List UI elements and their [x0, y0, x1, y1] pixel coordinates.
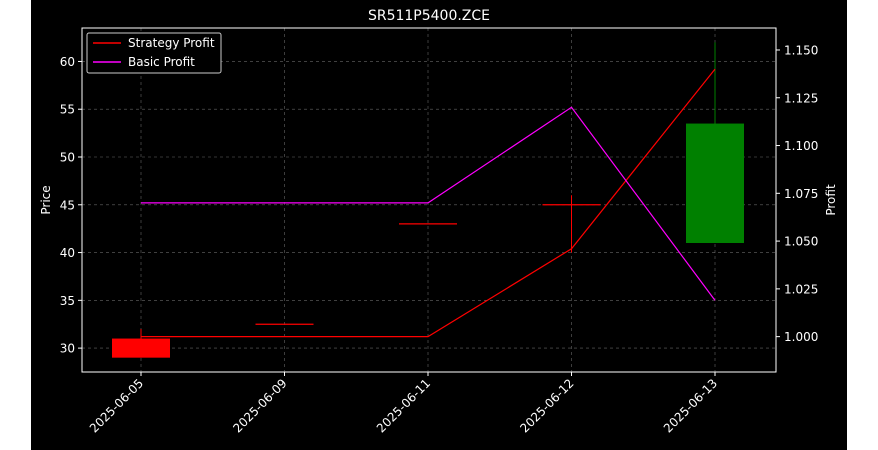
y2-tick-label: 1.150 — [784, 43, 818, 57]
legend: Strategy Profit Basic Profit — [86, 32, 222, 74]
y2-tick-label: 1.100 — [784, 139, 818, 153]
left-axis: 30 35 40 45 50 55 60 — [60, 55, 82, 356]
right-axis: 1.000 1.025 1.050 1.075 1.100 1.125 1.150 — [776, 43, 818, 344]
y2-tick-label: 1.050 — [784, 235, 818, 249]
candle-body — [686, 123, 744, 243]
y-tick-label: 30 — [60, 342, 75, 356]
y-tick-label: 35 — [60, 294, 75, 308]
y2-tick-label: 1.125 — [784, 91, 818, 105]
chart-title: SR511P5400.ZCE — [368, 8, 490, 24]
strategy-profit-line — [141, 68, 716, 338]
y-axis-label: Price — [39, 185, 53, 214]
y-tick-label: 45 — [60, 198, 75, 212]
plot-frame — [81, 27, 777, 373]
profit-lines — [141, 68, 716, 338]
y2-tick-label: 1.000 — [784, 330, 818, 344]
y2-tick-label: 1.075 — [784, 187, 818, 201]
y-tick-label: 50 — [60, 151, 75, 165]
y-tick-label: 55 — [60, 103, 75, 117]
y2-tick-label: 1.025 — [784, 282, 818, 296]
y-tick-label: 40 — [60, 246, 75, 260]
y2-axis-label: Profit — [824, 184, 838, 216]
legend-label-strategy: Strategy Profit — [128, 36, 215, 50]
basic-profit-line — [141, 106, 716, 301]
y-tick-label: 60 — [60, 55, 75, 69]
legend-label-basic: Basic Profit — [128, 55, 195, 69]
candles — [112, 42, 744, 358]
candle-body — [112, 338, 170, 358]
